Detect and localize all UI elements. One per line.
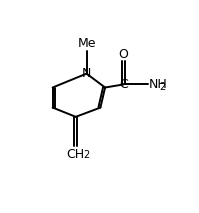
Text: 2: 2 (160, 82, 166, 92)
Text: NH: NH (149, 78, 167, 91)
Text: C: C (119, 78, 128, 91)
Text: 2: 2 (83, 150, 89, 160)
Text: CH: CH (66, 148, 84, 161)
Text: N: N (82, 67, 91, 80)
Text: Me: Me (77, 37, 96, 50)
Text: O: O (119, 47, 129, 60)
